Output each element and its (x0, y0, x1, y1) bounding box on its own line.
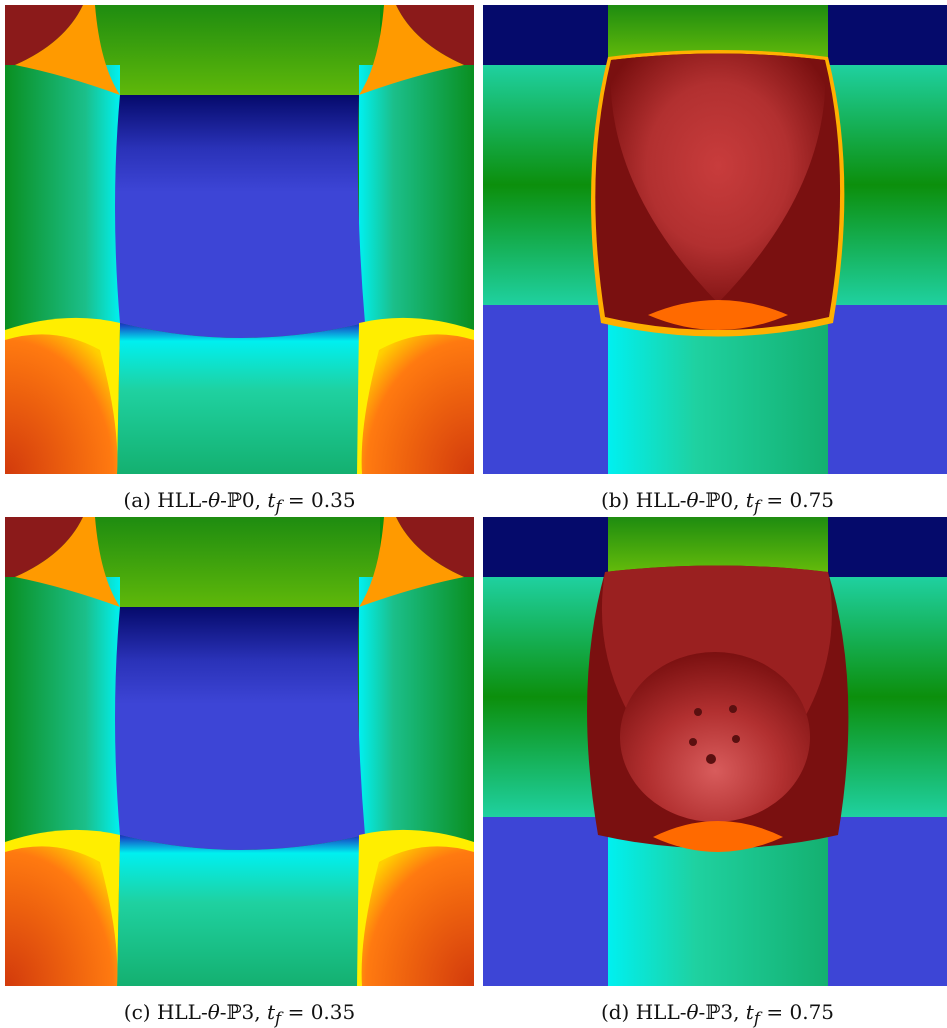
panel-d-plot (483, 517, 947, 986)
caption-b: (b) HLL-θ-ℙ0, tf = 0.75 (600, 488, 835, 516)
density-field-b (483, 5, 947, 474)
caption-c: (c) HLL-θ-ℙ3, tf = 0.35 (123, 1000, 356, 1028)
panel-c-plot (5, 517, 474, 986)
density-field-c (5, 517, 474, 986)
caption-d: (d) HLL-θ-ℙ3, tf = 0.75 (600, 1000, 835, 1028)
caption-a: (a) HLL-θ-ℙ0, tf = 0.35 (123, 488, 356, 516)
density-field-d (483, 517, 947, 986)
panel-a-plot (5, 5, 474, 474)
density-field-a (5, 5, 474, 474)
panel-b-plot (483, 5, 947, 474)
